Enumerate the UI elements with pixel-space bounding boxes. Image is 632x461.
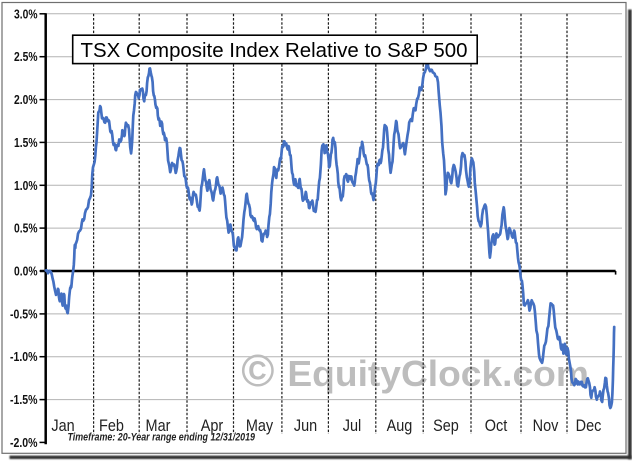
svg-text:May: May	[246, 417, 274, 435]
svg-text:3.0%: 3.0%	[14, 7, 38, 21]
svg-text:2.0%: 2.0%	[14, 93, 38, 107]
svg-text:-1.0%: -1.0%	[10, 350, 38, 364]
svg-text:2.5%: 2.5%	[14, 50, 38, 64]
svg-text:TSX Composite Index Relative t: TSX Composite Index Relative to S&P 500	[81, 40, 468, 62]
svg-text:Oct: Oct	[485, 417, 508, 435]
svg-text:-0.5%: -0.5%	[10, 307, 38, 321]
svg-text:-2.0%: -2.0%	[10, 436, 38, 450]
svg-text:Jan: Jan	[51, 417, 74, 435]
svg-text:0.0%: 0.0%	[14, 265, 38, 279]
svg-text:1.0%: 1.0%	[14, 179, 38, 193]
svg-text:Timeframe: 20-Year range endin: Timeframe: 20-Year range ending 12/31/20…	[68, 432, 256, 444]
svg-text:Dec: Dec	[576, 417, 602, 435]
svg-text:0.5%: 0.5%	[14, 222, 38, 236]
svg-text:Mar: Mar	[146, 417, 171, 435]
svg-text:Feb: Feb	[99, 417, 124, 435]
svg-text:EquityClock.com: EquityClock.com	[287, 353, 589, 394]
svg-text:Jun: Jun	[294, 417, 317, 435]
svg-text:©: ©	[241, 345, 274, 396]
svg-text:Aug: Aug	[387, 417, 413, 435]
svg-text:1.5%: 1.5%	[14, 136, 38, 150]
svg-text:Sep: Sep	[433, 417, 459, 435]
svg-text:Apr: Apr	[201, 417, 224, 435]
svg-text:Nov: Nov	[533, 417, 559, 435]
svg-text:Jul: Jul	[343, 417, 362, 435]
svg-text:-1.5%: -1.5%	[10, 393, 38, 407]
